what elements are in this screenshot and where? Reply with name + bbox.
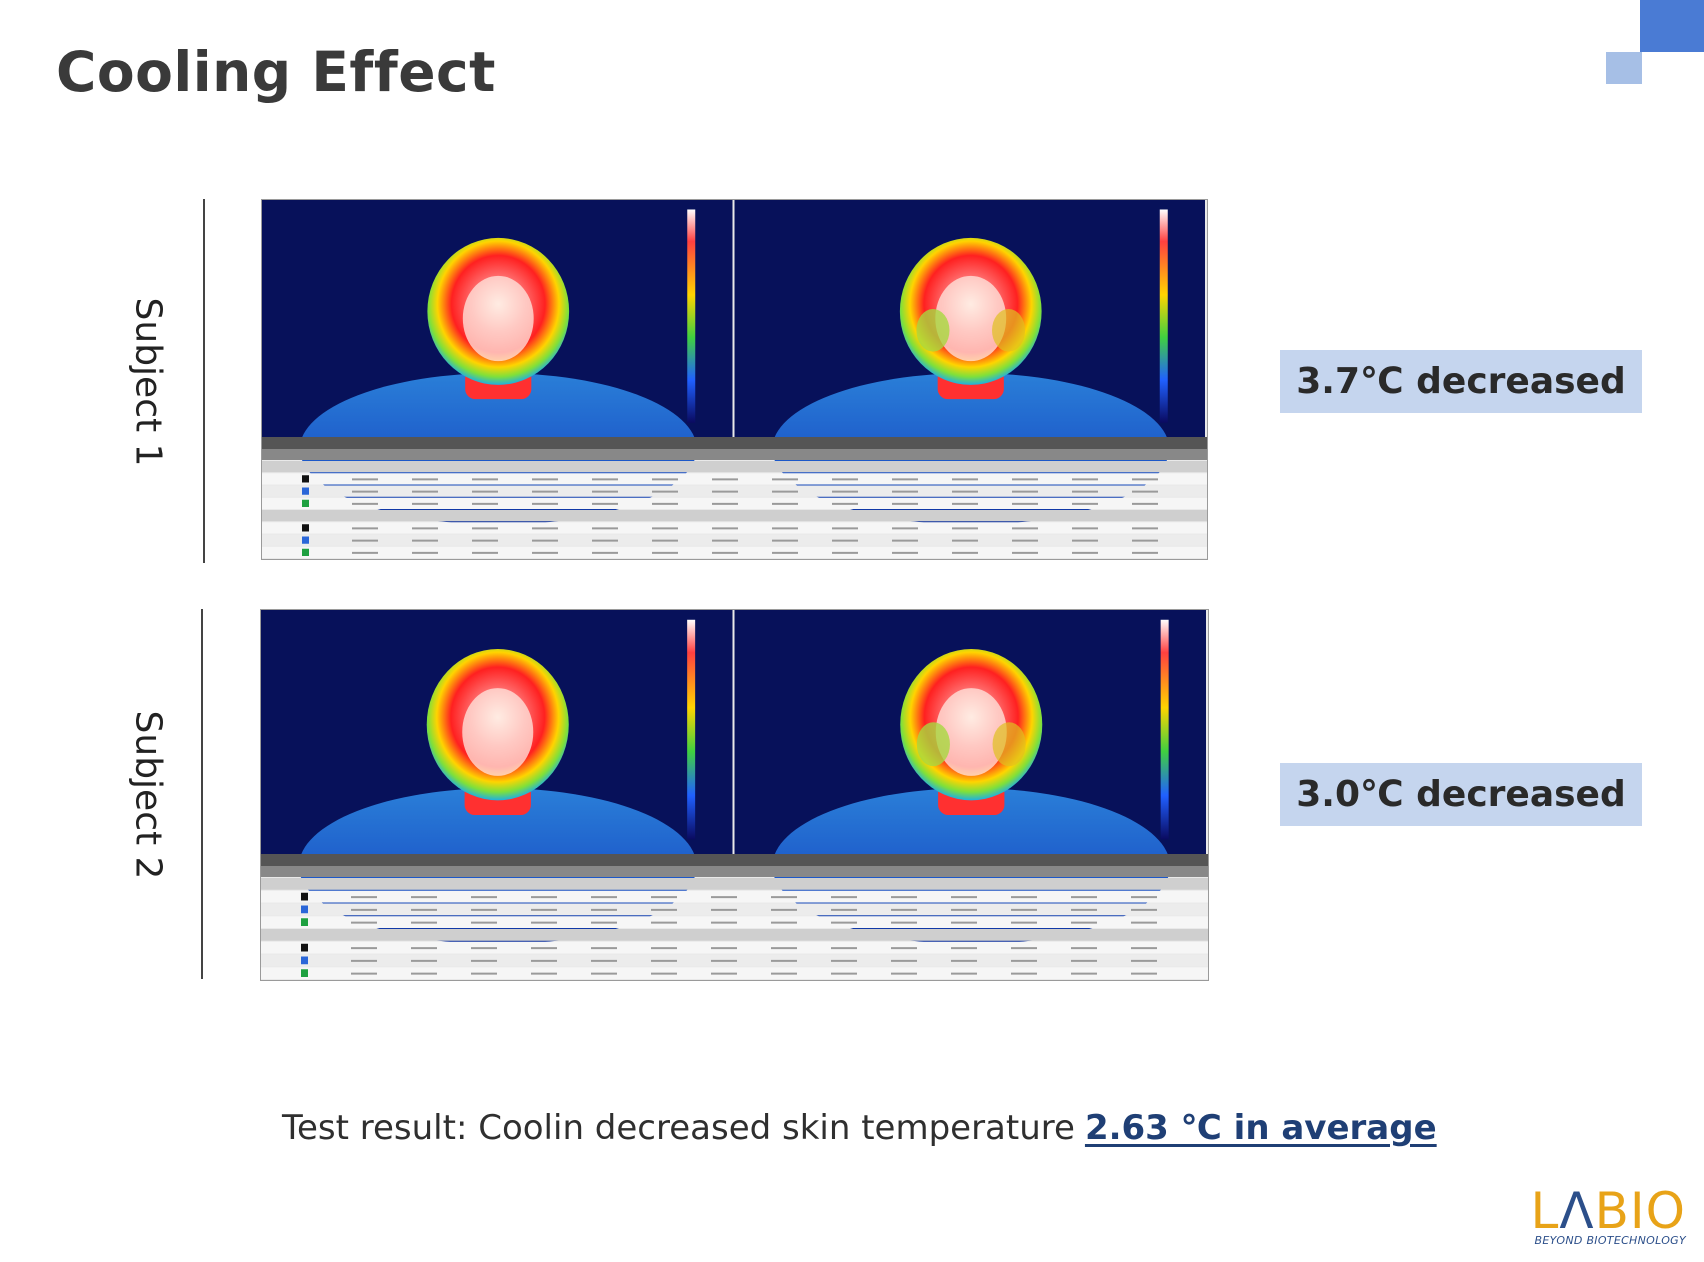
subject-2-thermal-image [260, 609, 1209, 981]
labio-logo: LΛBIO BEYOND BIOTECHNOLOGY [1526, 1186, 1686, 1247]
subject-1-thermal-image [261, 199, 1208, 560]
test-result-text: Test result: Coolin decreased skin tempe… [282, 1108, 1437, 1148]
logo-tagline: BEYOND BIOTECHNOLOGY [1534, 1234, 1686, 1247]
test-result-highlight: 2.63 ℃ in average [1084, 1108, 1437, 1148]
corner-accent-light [1606, 52, 1642, 84]
thermal-screenshot-graphic [262, 200, 1207, 558]
slide-title: Cooling Effect [56, 40, 496, 104]
subject-2-divider [201, 609, 203, 979]
subject-1-divider [203, 199, 205, 563]
subject-1-result-badge: 3.7℃ decreased [1280, 350, 1642, 413]
corner-accent-dark [1640, 0, 1704, 52]
thermal-screenshot-graphic [261, 610, 1208, 979]
test-result-prefix: Test result: Coolin decreased skin tempe… [282, 1108, 1075, 1148]
logo-wordmark: LΛBIO [1530, 1182, 1686, 1240]
subject-2-result-badge: 3.0℃ decreased [1280, 763, 1642, 826]
